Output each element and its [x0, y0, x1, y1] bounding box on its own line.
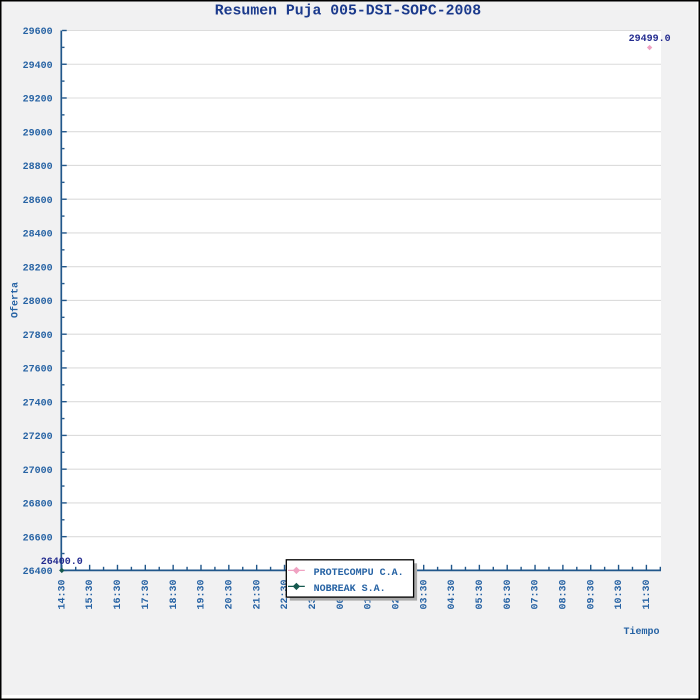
y-tick-label: 27800 — [23, 331, 53, 342]
y-tick-label: 29200 — [23, 95, 53, 106]
gridlines — [61, 29, 661, 571]
x-tick-label: 03:30 — [419, 579, 430, 609]
y-tick-label: 28400 — [23, 230, 53, 241]
y-tick-label: 29400 — [23, 61, 53, 72]
y-tick-label: 26600 — [23, 533, 53, 544]
x-tick-label: 22:30 — [280, 579, 291, 609]
legend: PROTECOMPU C.A. NOBREAK S.A. — [285, 559, 418, 601]
y-tick-labels: 26400 26600 26800 27000 27200 27400 27600 27800… — [23, 27, 53, 578]
x-tick-label: 20:30 — [224, 579, 235, 609]
x-tick-label: 14:30 — [57, 579, 68, 609]
y-tick-label: 28800 — [23, 162, 53, 173]
data-point-label: 29499.0 — [629, 34, 671, 45]
legend-entry-label: PROTECOMPU C.A. — [314, 568, 404, 579]
x-tick-label: 05:30 — [475, 579, 486, 609]
y-tick-label: 26800 — [23, 500, 53, 511]
y-tick-label: 28200 — [23, 263, 53, 274]
x-tick-label: 17:30 — [141, 579, 152, 609]
x-tick-label: 08:30 — [558, 579, 569, 609]
data-point-marker — [59, 567, 65, 574]
y-tick-label: 27400 — [23, 398, 53, 409]
legend-entry-label: NOBREAK S.A. — [314, 584, 386, 595]
x-tick-label: 18:30 — [169, 579, 180, 609]
x-tick-label: 15:30 — [85, 579, 96, 609]
legend-marker — [292, 566, 301, 575]
y-axis-title: Oferta — [10, 282, 22, 318]
legend-box — [285, 559, 415, 598]
y-tick-label: 29000 — [23, 128, 53, 139]
x-tick-label: 10:30 — [614, 579, 625, 609]
x-tick-label: 06:30 — [503, 579, 514, 609]
legend-marker — [292, 582, 301, 591]
data-point-label: 26400.0 — [41, 557, 83, 568]
x-tick-label: 16:30 — [113, 579, 124, 609]
x-tick-label: 21:30 — [252, 579, 263, 609]
y-tick-label: 27000 — [23, 466, 53, 477]
x-tick-label: 07:30 — [531, 579, 542, 609]
data-series: 29499.0 26400.0 — [41, 34, 671, 574]
x-tick-label: 04:30 — [447, 579, 458, 609]
y-tick-label: 27600 — [23, 365, 53, 376]
x-axis-title: Tiempo — [623, 626, 659, 638]
y-tick-label: 28600 — [23, 196, 53, 207]
data-point-marker — [646, 44, 653, 51]
x-tick-label: 19:30 — [197, 579, 208, 609]
x-tick-label: 11:30 — [642, 579, 653, 609]
chart-title: Resumen Puja 005-DSI-SOPC-2008 — [215, 4, 482, 20]
y-tick-label: 27200 — [23, 432, 53, 443]
x-tick-label: 09:30 — [586, 579, 597, 609]
y-tick-label: 28000 — [23, 297, 53, 308]
y-tick-label: 29600 — [23, 27, 53, 38]
y-tick-label: 26400 — [23, 567, 53, 578]
